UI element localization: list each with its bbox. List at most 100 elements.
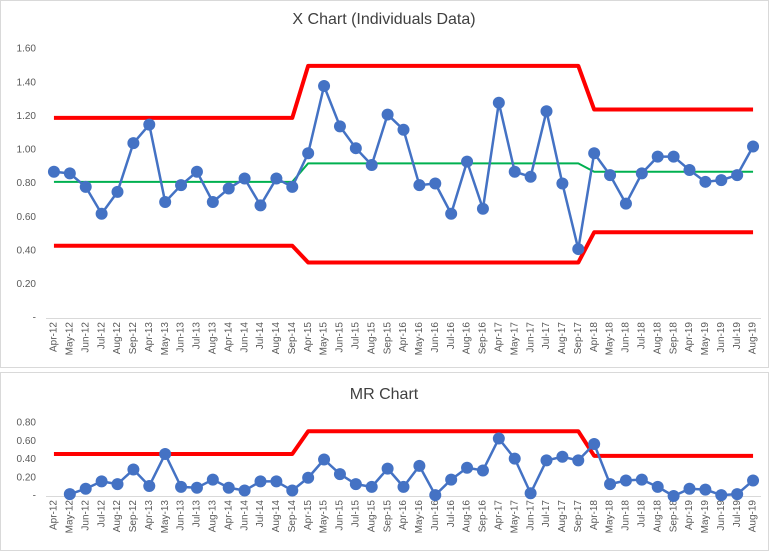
x-tick-label: Aug-15 (366, 500, 377, 533)
data-point (524, 487, 537, 500)
x-tick-label: Jul-19 (732, 322, 743, 350)
data-point (699, 483, 712, 496)
x-tick-label: Sep-18 (668, 322, 679, 355)
x-tick-label: Jul-15 (350, 500, 361, 528)
x-tick-label: Jul-16 (446, 322, 457, 350)
y-tick-label: - (33, 491, 36, 502)
data-point (556, 450, 569, 463)
x-tick-label: Jun-19 (716, 500, 727, 531)
x-tick-label: Aug-12 (112, 322, 123, 355)
y-tick-label: 0.20 (17, 472, 37, 483)
chart-frame (0, 0, 769, 368)
x-tick-label: Jul-12 (96, 322, 107, 350)
data-point (492, 432, 505, 445)
data-point (318, 79, 331, 92)
data-point (270, 475, 283, 488)
x-tick-label: Aug-19 (748, 500, 759, 533)
data-point (222, 481, 235, 494)
x-tick-label: Aug-14 (271, 500, 282, 533)
data-point (476, 202, 489, 215)
x-tick-label: Jun-13 (176, 500, 187, 531)
x-tick-label: Jul-13 (192, 322, 203, 350)
data-point (79, 180, 92, 193)
data-point (731, 169, 744, 182)
data-point (254, 475, 267, 488)
x-tick-label: Jul-15 (350, 322, 361, 350)
data-point (731, 488, 744, 501)
data-point (302, 147, 315, 160)
data-point (79, 482, 92, 495)
x-tick-label: May-16 (414, 500, 425, 534)
y-tick-label: 0.60 (17, 212, 37, 223)
data-point (190, 481, 203, 494)
x-tick-label: Apr-19 (684, 322, 695, 352)
x-tick-label: Jul-17 (541, 322, 552, 350)
data-point (572, 243, 585, 256)
x-tick-label: Sep-12 (128, 500, 139, 533)
x-tick-label: Apr-13 (144, 322, 155, 352)
data-point (333, 120, 346, 133)
data-point (604, 478, 617, 491)
x-tick-label: Aug-12 (112, 500, 123, 533)
data-point (492, 96, 505, 109)
x-tick-label: May-12 (64, 500, 75, 534)
x-tick-label: May-16 (414, 322, 425, 356)
data-point (302, 471, 315, 484)
data-point (651, 480, 664, 493)
chart-title: MR Chart (350, 386, 419, 403)
data-point (508, 165, 521, 178)
data-point (524, 170, 537, 183)
x-tick-label: Sep-18 (668, 500, 679, 533)
data-point (572, 454, 585, 467)
x-tick-label: Jun-12 (80, 322, 91, 353)
x-tick-label: May-17 (509, 500, 520, 534)
x-tick-label: Apr-17 (493, 500, 504, 530)
y-tick-label: 0.40 (17, 454, 37, 465)
data-point (619, 474, 632, 487)
x-tick-label: Aug-13 (207, 322, 218, 355)
data-point (651, 150, 664, 163)
data-point (445, 473, 458, 486)
x-tick-label: Jul-18 (636, 500, 647, 528)
x-tick-label: Jun-17 (525, 500, 536, 531)
x-tick-label: Jun-16 (430, 500, 441, 531)
data-point (111, 478, 124, 491)
data-point (318, 453, 331, 466)
x-tick-label: Jul-14 (255, 322, 266, 350)
x-tick-label: Apr-17 (493, 322, 504, 352)
x-tick-label: Jun-16 (430, 322, 441, 353)
x-tick-label: Jul-16 (446, 500, 457, 528)
x-tick-label: Apr-16 (398, 500, 409, 530)
data-point (413, 459, 426, 472)
data-point (397, 480, 410, 493)
x-tick-label: May-18 (605, 500, 616, 534)
x-tick-label: Sep-16 (478, 500, 489, 533)
data-point (365, 159, 378, 172)
x-tick-label: Sep-17 (573, 322, 584, 355)
data-point (635, 167, 648, 180)
data-point (333, 468, 346, 481)
data-point (222, 182, 235, 195)
x-tick-label: Apr-15 (303, 500, 314, 530)
data-point (683, 164, 696, 177)
y-tick-label: 0.20 (17, 279, 37, 290)
data-point (143, 118, 156, 131)
x-tick-label: Aug-18 (652, 322, 663, 355)
x-tick-label: Sep-15 (382, 500, 393, 533)
y-tick-label: 0.60 (17, 436, 37, 447)
data-point (349, 142, 362, 155)
data-point (476, 464, 489, 477)
series-line (53, 230, 754, 265)
data-point (588, 437, 601, 450)
x-tick-label: Apr-14 (223, 322, 234, 352)
x-tick-label: Aug-17 (557, 500, 568, 533)
data-point (238, 484, 251, 497)
x-tick-label: Apr-18 (589, 322, 600, 352)
data-point (461, 461, 474, 474)
x-tick-label: May-13 (160, 322, 171, 356)
data-point (95, 475, 108, 488)
x-tick-label: Apr-13 (144, 500, 155, 530)
x-tick-label: Jul-17 (541, 500, 552, 528)
data-point (159, 195, 172, 208)
